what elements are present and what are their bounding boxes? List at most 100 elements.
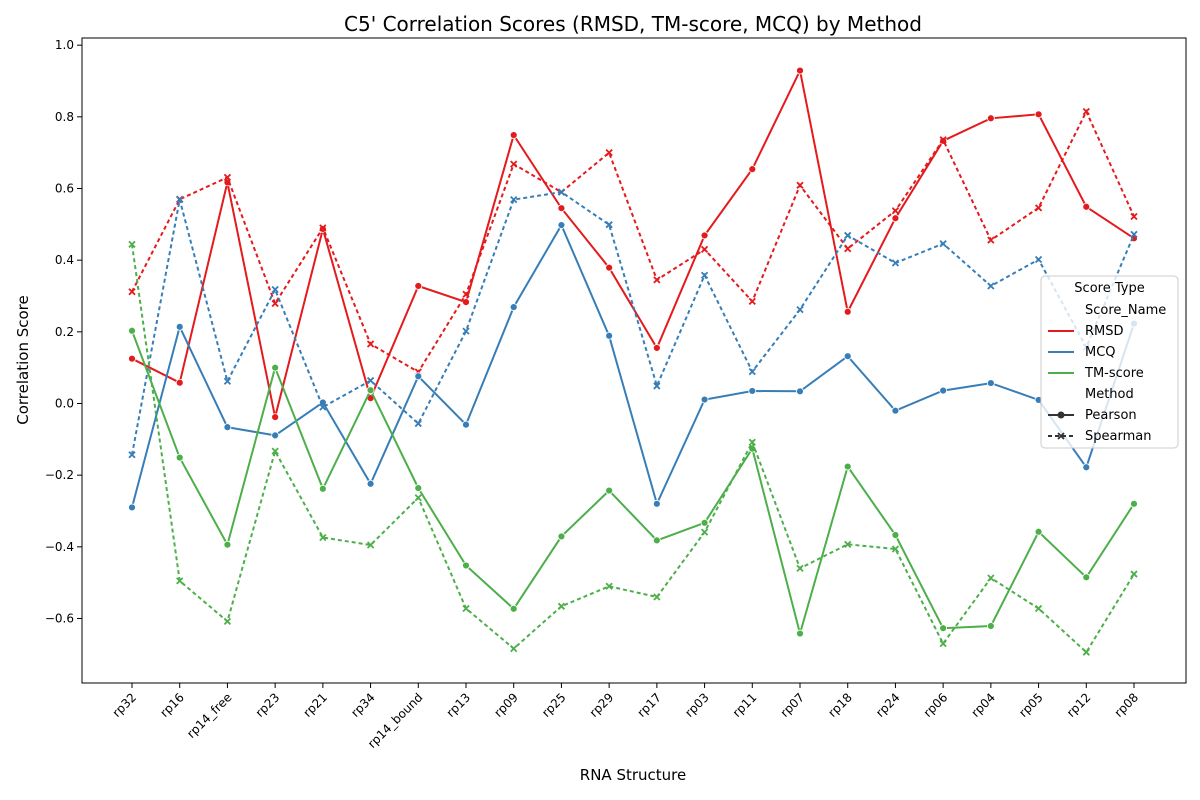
data-point-marker <box>796 66 804 75</box>
data-point-marker <box>700 518 709 527</box>
data-point-x-marker <box>796 305 804 314</box>
x-tick-label: rp03 <box>682 690 712 720</box>
data-point-x-marker <box>844 245 852 253</box>
data-point-marker <box>128 503 136 512</box>
x-tick-label: rp12 <box>1064 690 1094 720</box>
series-line-tm-score-pearson <box>131 330 1135 638</box>
data-point-marker <box>271 363 280 372</box>
series-line-rmsd-spearman <box>131 109 1135 374</box>
data-point-marker <box>652 536 661 545</box>
data-point-marker <box>891 531 900 539</box>
data-point-marker <box>1082 202 1091 211</box>
legend-hue-header: Score_Name <box>1085 303 1166 318</box>
data-point-x-marker <box>891 207 900 215</box>
data-point-marker <box>986 114 995 123</box>
data-point-marker <box>557 221 566 229</box>
data-point-marker <box>509 303 518 312</box>
data-point-x-marker <box>414 419 422 428</box>
legend-entry: MCQ <box>1085 345 1116 360</box>
data-point-marker <box>748 387 757 395</box>
plot-area <box>81 37 1187 684</box>
data-point-marker <box>605 263 614 272</box>
x-tick-label: rp04 <box>968 690 998 720</box>
data-point-marker <box>986 622 995 630</box>
data-point-marker <box>939 386 948 395</box>
data-point-x-marker <box>1034 255 1043 264</box>
x-tick-label: rp24 <box>873 690 903 720</box>
data-point-marker <box>700 231 709 240</box>
data-point-x-marker <box>319 533 327 542</box>
data-point-marker <box>462 298 470 306</box>
data-point-marker <box>509 131 518 140</box>
data-point-x-marker <box>891 259 900 267</box>
data-point-x-marker <box>700 245 709 254</box>
data-point-x-marker <box>128 451 136 459</box>
data-point-x-marker <box>987 282 995 290</box>
data-point-x-marker <box>605 149 613 157</box>
data-point-x-marker <box>1034 204 1043 212</box>
data-point-marker <box>366 386 375 395</box>
data-point-marker <box>652 499 661 508</box>
legend-entry: TM-score <box>1084 366 1144 381</box>
data-point-x-marker <box>366 541 375 549</box>
y-tick-label: 1.0 <box>55 38 74 52</box>
legend-marker-x <box>1057 432 1065 440</box>
data-point-x-marker <box>653 276 661 284</box>
data-point-x-marker <box>653 382 661 390</box>
data-point-marker <box>414 282 423 290</box>
data-point-marker <box>891 406 900 415</box>
legend: Score Type Score_Name RMSD MCQ TM-score Metho… <box>1040 275 1179 449</box>
x-tick-label: rp11 <box>730 690 760 720</box>
data-point-marker <box>271 431 280 440</box>
legend-title: Score Type <box>1074 281 1144 296</box>
legend-entry: RMSD <box>1085 324 1124 339</box>
x-tick-label: rp13 <box>444 690 474 720</box>
data-point-marker <box>175 378 184 387</box>
chart-title: C5' Correlation Scores (RMSD, TM-score, … <box>344 12 922 36</box>
data-point-marker <box>462 420 470 429</box>
data-point-x-marker <box>319 224 327 232</box>
data-point-x-marker <box>319 403 327 411</box>
data-point-marker <box>1082 573 1091 582</box>
data-point-x-marker <box>700 271 709 279</box>
y-tick-label: 0.0 <box>55 397 74 411</box>
data-point-x-marker <box>223 617 232 626</box>
data-point-x-marker <box>271 299 279 308</box>
y-axis: −0.6 −0.4 −0.2 0.0 0.2 0.4 0.6 0.8 1.0 <box>45 38 82 626</box>
data-point-x-marker <box>605 221 613 229</box>
data-point-marker <box>128 354 136 363</box>
data-point-x-marker <box>176 577 184 585</box>
y-tick-label: −0.2 <box>45 468 74 482</box>
legend-entry: Pearson <box>1085 408 1137 423</box>
y-axis-label: Correlation Score <box>14 295 32 425</box>
data-point-marker <box>557 204 566 213</box>
data-point-marker <box>414 372 423 381</box>
data-point-x-marker <box>1082 648 1090 656</box>
data-point-marker <box>557 532 566 541</box>
data-point-marker <box>605 331 614 340</box>
x-axis-label: RNA Structure <box>580 766 686 784</box>
x-tick-label: rp29 <box>587 690 617 720</box>
x-tick-label: rp06 <box>921 690 951 720</box>
data-point-x-marker <box>844 231 852 240</box>
data-point-x-marker <box>1082 107 1090 116</box>
data-point-marker <box>223 423 232 432</box>
data-point-x-marker <box>462 604 470 613</box>
series-line-mcq-pearson <box>131 222 1135 508</box>
data-point-x-marker <box>939 136 947 144</box>
legend-style-header: Method <box>1085 387 1134 402</box>
data-point-marker <box>414 484 423 492</box>
data-point-x-marker <box>510 195 518 204</box>
data-point-marker <box>700 395 709 404</box>
data-point-x-marker <box>176 195 184 204</box>
y-tick-label: 0.2 <box>55 325 74 339</box>
data-point-marker <box>1034 527 1043 536</box>
data-point-x-marker <box>605 582 613 590</box>
data-point-x-marker <box>748 297 756 306</box>
x-tick-label: rp08 <box>1112 690 1142 720</box>
data-point-marker <box>271 413 280 422</box>
data-point-x-marker <box>366 340 375 348</box>
data-point-marker <box>748 165 757 174</box>
data-point-marker <box>318 484 327 493</box>
